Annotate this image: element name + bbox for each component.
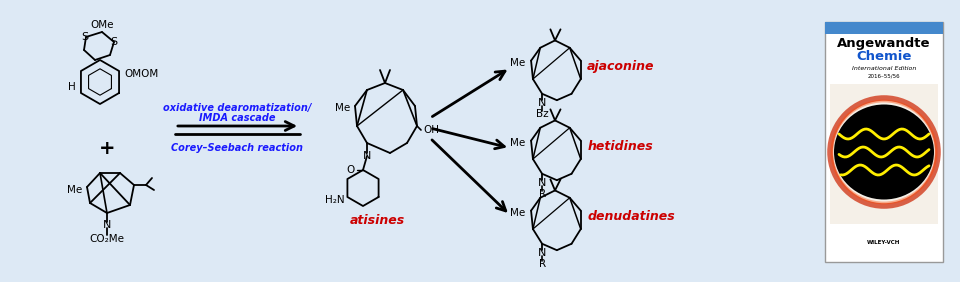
Text: CO₂Me: CO₂Me	[89, 234, 125, 244]
FancyBboxPatch shape	[825, 22, 943, 262]
Text: O: O	[347, 165, 355, 175]
Text: OMe: OMe	[90, 20, 113, 30]
Text: S: S	[110, 37, 117, 47]
Text: N: N	[103, 220, 111, 230]
Text: denudatines: denudatines	[588, 210, 675, 223]
Text: N: N	[538, 178, 546, 188]
Text: H₂N: H₂N	[325, 195, 345, 205]
Text: WILEY-VCH: WILEY-VCH	[867, 239, 900, 244]
Text: 2016–55/56: 2016–55/56	[868, 74, 900, 78]
Text: N: N	[363, 151, 372, 161]
Text: R: R	[539, 189, 545, 199]
Text: International Edition: International Edition	[852, 65, 916, 70]
Text: oxidative dearomatization/: oxidative dearomatization/	[163, 103, 311, 113]
Ellipse shape	[834, 105, 934, 199]
Text: Angewandte: Angewandte	[837, 38, 931, 50]
Text: N: N	[538, 248, 546, 258]
Text: Chemie: Chemie	[856, 50, 912, 63]
Text: Me: Me	[511, 138, 525, 148]
Text: IMDA cascade: IMDA cascade	[199, 113, 276, 123]
Text: R: R	[539, 259, 545, 269]
Text: hetidines: hetidines	[588, 140, 653, 153]
Text: H: H	[68, 82, 76, 92]
Bar	[825, 22, 943, 34]
Text: ajaconine: ajaconine	[588, 60, 655, 73]
Text: OMOM: OMOM	[124, 69, 158, 79]
Text: Bz: Bz	[536, 109, 548, 119]
Text: Me: Me	[511, 58, 525, 69]
Text: Me: Me	[511, 208, 525, 218]
Bar	[830, 84, 938, 224]
Text: Me: Me	[335, 103, 350, 113]
Text: +: +	[99, 138, 115, 158]
Text: S: S	[82, 32, 88, 42]
Text: Me: Me	[67, 185, 82, 195]
Text: atisines: atisines	[349, 213, 404, 226]
Text: Corey–Seebach reaction: Corey–Seebach reaction	[171, 143, 303, 153]
Text: N: N	[538, 98, 546, 108]
Text: OH: OH	[423, 125, 439, 135]
